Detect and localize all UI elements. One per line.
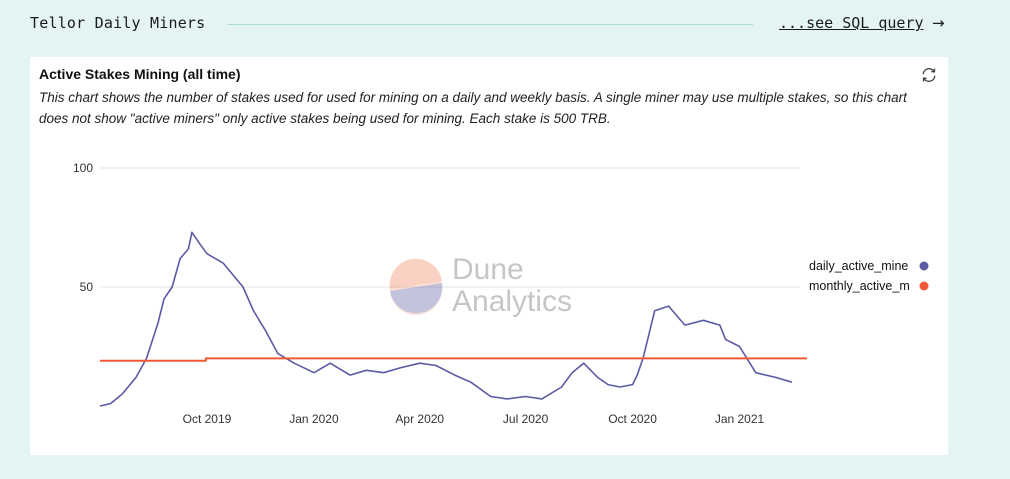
section-title: Tellor Daily Miners: [30, 14, 206, 32]
legend-marker: [919, 261, 929, 271]
dune-logo-bottom: [390, 283, 443, 314]
x-tick-label: Oct 2020: [608, 412, 657, 426]
section-header: Tellor Daily Miners ...see SQL query →: [30, 14, 950, 36]
y-tick-label: 50: [80, 280, 94, 294]
chart-card: 50 100 Oct 2019 Jan 2020 Apr 2020 Jul 2020 Oct…: [30, 57, 948, 455]
x-tick-label: Jul 2020: [503, 412, 549, 426]
x-tick-label: Oct 2019: [183, 412, 232, 426]
chart-description: This chart shows the number of stakes us…: [39, 90, 907, 126]
x-tick-label: Jan 2021: [715, 412, 765, 426]
legend-marker: [919, 281, 929, 291]
series-line-monthly_active_miners: [100, 357, 807, 362]
header-divider: [228, 24, 753, 25]
x-tick-label: Apr 2020: [395, 412, 444, 426]
watermark-line2: Analytics: [452, 285, 572, 318]
refresh-icon[interactable]: [920, 66, 938, 84]
chart-title: Active Stakes Mining (all time): [39, 66, 241, 82]
watermark-line1: Dune: [452, 253, 524, 286]
series-line-daily_active_miners: [99, 231, 793, 407]
dune-logo: [390, 263, 442, 315]
arrow-right-icon[interactable]: →: [932, 14, 945, 32]
dune-logo-top: [389, 258, 442, 289]
line-chart: 50 100 Oct 2019 Jan 2020 Apr 2020 Jul 2020 Oct…: [73, 161, 929, 426]
legend-label: daily_active_mine: [809, 259, 908, 273]
see-sql-query-link[interactable]: ...see SQL query: [779, 14, 924, 32]
x-tick-label: Jan 2020: [289, 412, 339, 426]
legend-label: monthly_active_m: [809, 279, 910, 293]
y-tick-label: 100: [73, 161, 93, 175]
